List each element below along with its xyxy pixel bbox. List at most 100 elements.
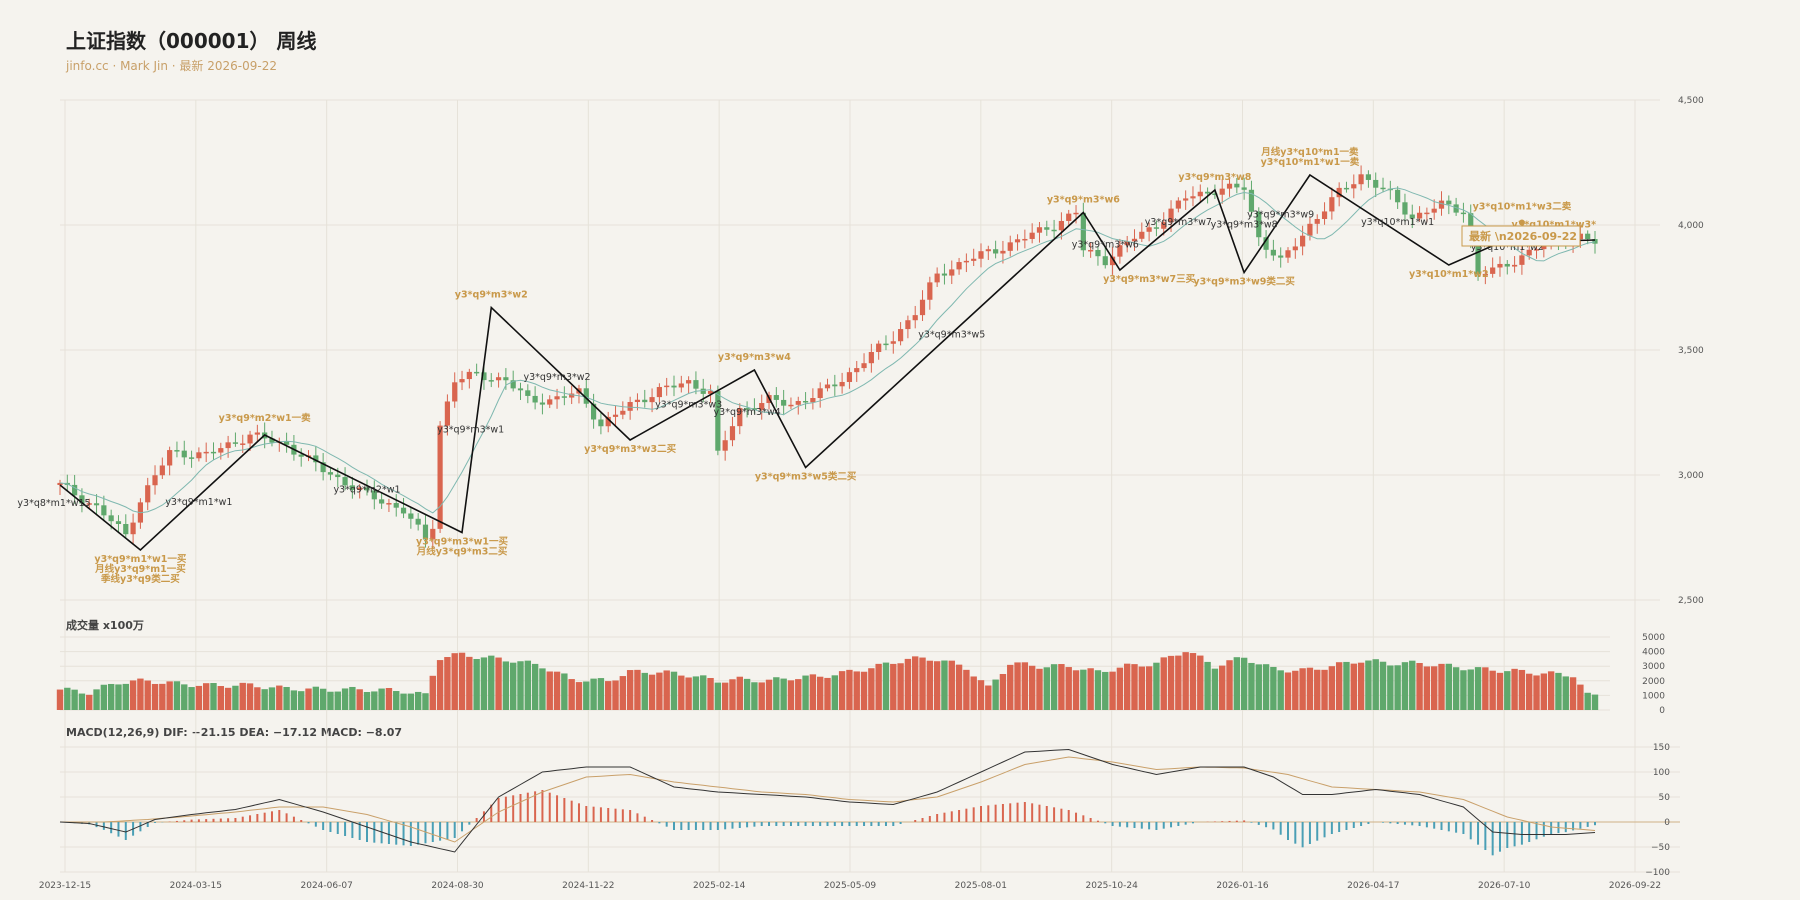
volume-bar [159,683,166,710]
candle-body [1351,184,1357,189]
volume-bar [349,686,356,710]
volume-bar [926,660,934,710]
candle-body [1161,222,1167,229]
candle-body [561,396,567,398]
volume-bar [93,689,100,710]
candle-body [890,341,896,344]
candle-body [57,482,63,485]
volume-bar [1423,666,1431,710]
volume-bar [999,673,1007,710]
price-tick-label: 4,500 [1678,96,1704,106]
candle-body [802,401,809,403]
volume-bar [107,683,115,710]
candle-body [364,487,370,491]
date-tick-label: 2026-09-22 [1609,881,1661,891]
volume-bar [246,683,254,710]
volume-bar [685,677,692,710]
volume-bar [1547,671,1555,710]
candle-body [1431,208,1437,213]
volume-bar [1555,672,1562,710]
candle-body [832,384,838,387]
signal-label: 季线y3*q9类二买 [100,573,180,585]
candle-body [949,269,955,276]
volume-bar [356,689,363,710]
signal-label: y3*q9*m3*w6 [1047,195,1120,206]
price-tick-label: 4,000 [1678,221,1704,231]
candle-body [1424,212,1430,215]
candle-body [1497,263,1503,268]
candle-body [1102,256,1108,266]
candle-body [415,518,421,525]
volume-bar [751,682,758,710]
signal-label: y3*q8*m1*w15 [17,498,90,509]
candle-body [627,402,633,411]
candle-body [298,454,304,457]
volume-bar [795,679,802,710]
signal-label: y3*q9*m3*w2 [455,290,528,301]
volume-bar [590,678,597,710]
candle-body [1095,249,1101,257]
volume-bar [758,682,765,710]
candle-body [700,388,706,394]
volume-bar [407,693,415,710]
candle-body [1329,197,1335,212]
candle-body [1519,255,1525,265]
volume-tick-label: 2000 [1642,677,1665,687]
candle-body [620,410,626,415]
volume-bar [1197,655,1204,710]
volume-bar [400,693,407,710]
volume-tick-label: 4000 [1642,648,1665,658]
date-tick-label: 2024-11-22 [562,881,614,891]
candle-body [547,399,553,405]
candle-body [130,522,136,535]
volume-bar [882,662,890,710]
candle-body [481,372,487,381]
volume-bar [1211,668,1219,710]
candle-body [503,377,509,381]
candle-body [210,451,217,454]
volume-bar [298,691,305,710]
signal-label: y3*q9*m3*w1 [437,425,504,436]
candle-body [1292,246,1298,251]
candle-body [1058,220,1065,231]
volume-bar [1474,667,1482,710]
candle-body [525,390,531,396]
date-tick-label: 2025-08-01 [955,881,1007,891]
candle-body [152,475,158,486]
volume-bar [1306,667,1314,710]
candle-body [671,385,677,388]
candle-body [1175,200,1181,209]
volume-bar [539,668,546,710]
volume-bar [787,680,795,710]
volume-bar [166,681,173,710]
candle-body [1219,188,1225,195]
candle-body [956,262,962,270]
volume-bar [473,658,480,710]
volume-bar [1145,666,1153,710]
volume-bar [1248,662,1255,710]
volume-bar [524,660,532,710]
volume-bar [1050,664,1058,710]
volume-bar [480,657,488,710]
volume-bar [1219,665,1226,710]
volume-bar [1540,673,1548,710]
candle-body [1585,233,1591,240]
candle-body [232,442,239,444]
volume-bar [780,678,787,710]
volume-bar [1379,661,1387,710]
candle-body [839,381,845,387]
volume-bar [210,683,217,710]
volume-bar [1284,672,1292,710]
date-tick-label: 2026-04-17 [1347,881,1399,891]
volume-bar [254,687,261,710]
candle-body [605,416,611,427]
volume-bar [1167,655,1175,710]
candle-body [1278,255,1284,258]
candle-body [1080,212,1086,251]
volume-bar [553,671,561,710]
signal-label: y3*q10*m1*w3二卖 [1473,201,1572,213]
candle-body [1000,250,1006,254]
candle-body [846,372,853,382]
candle-body [174,450,180,452]
volume-bar [239,682,246,710]
